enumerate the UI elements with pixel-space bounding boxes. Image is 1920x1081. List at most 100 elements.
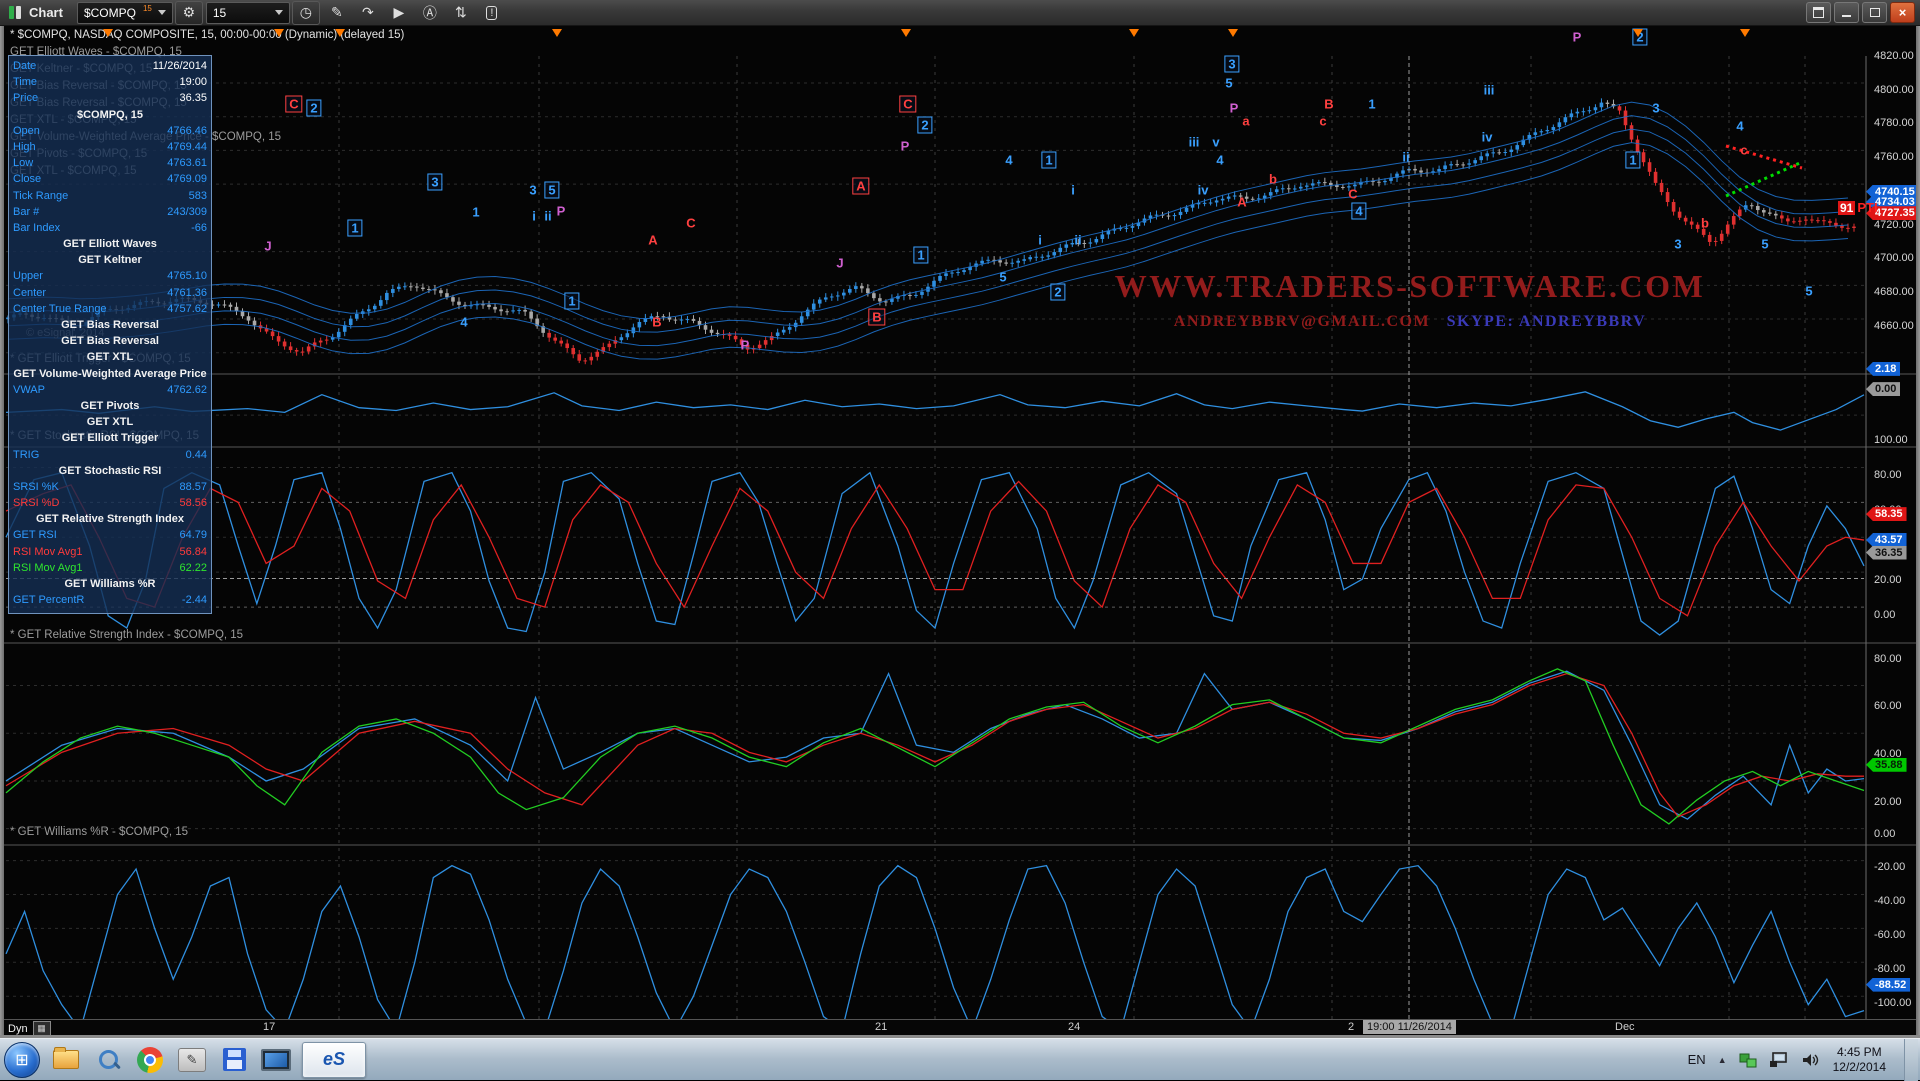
clock-time: 4:45 PM <box>1836 1044 1882 1059</box>
data-window-value: 11/26/2014 <box>152 60 207 72</box>
data-window-row: Low 4763.61 <box>13 155 207 171</box>
data-window-value: 4762.62 <box>167 383 207 396</box>
network-lan-icon[interactable] <box>1739 1052 1757 1068</box>
taskbar-clock[interactable]: 4:45 PM 12/2/2014 <box>1833 1045 1892 1075</box>
data-window-row: SRSI %D 58.56 <box>13 495 207 511</box>
elliott-wave-label: 5 <box>1761 236 1769 252</box>
chrome-icon <box>137 1046 163 1073</box>
search-icon <box>98 1050 118 1069</box>
taskbar-item-explorer[interactable] <box>46 1041 86 1079</box>
sort-arrows-icon[interactable]: ⇅ <box>455 4 467 20</box>
chart-canvas <box>0 56 1920 1045</box>
data-window-section: GET XTL <box>86 351 134 364</box>
axis-tick-label: 40.00 <box>1874 747 1902 760</box>
restore-button[interactable] <box>1862 2 1887 23</box>
elliott-wave-label: B <box>652 314 662 330</box>
sell-triangle-icon <box>1633 29 1643 37</box>
pti-value-badge: 91 <box>1838 200 1856 215</box>
settings-gear-icon[interactable]: ⚙ <box>174 0 203 25</box>
data-window-value: -66 <box>191 221 207 234</box>
app-logo-icon <box>9 6 21 19</box>
interval-value: 15 <box>212 5 227 20</box>
minimize-button[interactable] <box>1834 2 1859 23</box>
window-border-left <box>0 26 4 1038</box>
explorer-folder-icon <box>53 1047 79 1069</box>
data-window-label: RSI Mov Avg1 <box>13 545 83 558</box>
editor-icon: ✎ <box>178 1047 206 1072</box>
refresh-arrow-icon[interactable]: ↷ <box>362 4 374 20</box>
axis-tick-label: 4720.00 <box>1874 218 1914 231</box>
axis-value-badge: 4734.03 <box>1866 194 1919 209</box>
save-icon <box>222 1048 246 1071</box>
elliott-wave-label: b <box>1701 215 1709 231</box>
draw-pencil-icon[interactable]: ✎ <box>331 4 343 20</box>
symbol-combo[interactable]: $COMPQ 15 <box>76 1 173 24</box>
replay-play-icon[interactable]: ▶ <box>393 4 405 20</box>
data-window-section: $COMPQ, 15 <box>76 108 144 121</box>
data-window-section: GET Elliott Waves <box>63 238 157 251</box>
symbol-value: $COMPQ <box>83 5 136 20</box>
close-button[interactable]: × <box>1890 2 1915 23</box>
network-plug-icon[interactable] <box>1769 1051 1789 1068</box>
elliott-wave-label: C <box>1348 186 1358 202</box>
axis-value-badge: 36.35 <box>1866 545 1907 560</box>
taskbar-item-search[interactable] <box>88 1041 128 1079</box>
data-window-row: Center True Range 4757.62 <box>13 301 207 317</box>
data-window-label: Bar Index <box>13 221 61 234</box>
taskbar-item-media[interactable] <box>256 1041 296 1079</box>
data-window-value: -2.44 <box>181 594 207 607</box>
data-window-value: 243/309 <box>167 205 207 218</box>
grid-toggle-icon[interactable]: ▦ <box>32 1021 51 1036</box>
data-window-label: VWAP <box>13 383 45 396</box>
elliott-wave-label: iv <box>1197 182 1209 198</box>
axis-tick-label: -100.00 <box>1874 997 1912 1010</box>
taskbar-item-esignal[interactable]: eS <box>302 1041 366 1078</box>
hidden-icons-icon[interactable]: ▲ <box>1717 1054 1727 1065</box>
speaker-icon[interactable] <box>1801 1052 1821 1068</box>
axis-value-badge: 2.18 <box>1866 361 1901 376</box>
taskbar-item-save[interactable] <box>214 1041 254 1079</box>
elliott-wave-label: 3 <box>1674 236 1682 252</box>
auto-annotate-icon[interactable]: Ⓐ <box>422 4 437 21</box>
elliott-wave-label: b <box>1269 171 1277 187</box>
axis-value-badge: 35.88 <box>1866 757 1907 772</box>
sell-triangle-icon <box>274 29 284 37</box>
chevron-down-icon[interactable] <box>157 10 166 15</box>
data-window-row: Tick Range 583 <box>13 188 207 204</box>
window-titlebar: Chart $COMPQ 15 ⚙ 15 ◷ ✎ ↷ ▶ Ⓐ ⇅ ! × <box>0 0 1920 26</box>
dyn-control[interactable]: Dyn ▦ <box>8 1021 51 1036</box>
elliott-wave-label: 1 <box>564 292 580 310</box>
rollup-button[interactable] <box>1806 2 1831 23</box>
data-window-label: Center True Range <box>13 302 107 315</box>
chevron-down-icon[interactable] <box>274 10 283 15</box>
taskbar-item-chrome[interactable] <box>130 1041 170 1079</box>
sell-triangle-icon <box>103 29 113 37</box>
elliott-wave-label: 3 <box>529 182 537 198</box>
elliott-wave-label: 5 <box>999 269 1007 285</box>
elliott-wave-label: 3 <box>1652 100 1660 116</box>
data-window-value: 4766.46 <box>167 124 207 137</box>
data-window-value: 4765.10 <box>167 270 207 283</box>
taskbar: ⊞ ✎ eS EN ▲ 4:45 PM 12/2/2014 <box>0 1038 1920 1081</box>
axis-tick-label: 4700.00 <box>1874 252 1914 265</box>
panel-title: * GET Relative Strength Index - $COMPQ, … <box>10 629 244 641</box>
sell-triangle-icon <box>1129 29 1139 37</box>
start-button[interactable]: ⊞ <box>4 1041 40 1078</box>
show-desktop-button[interactable] <box>1904 1038 1918 1081</box>
data-window-label: Close <box>13 173 42 186</box>
data-window-value: 4757.62 <box>167 302 207 315</box>
alert-bubble-icon[interactable]: ! <box>478 1 506 25</box>
symbol-interval-sup: 15 <box>142 4 152 13</box>
interval-clock-icon[interactable]: ◷ <box>291 0 320 25</box>
taskbar-item-editor[interactable]: ✎ <box>172 1041 212 1079</box>
language-indicator[interactable]: EN <box>1687 1052 1706 1067</box>
data-window-label: SRSI %K <box>13 480 59 493</box>
interval-combo[interactable]: 15 <box>205 1 290 24</box>
sell-triangle-icon <box>552 29 562 37</box>
elliott-wave-label: i <box>1038 232 1042 248</box>
data-window-value: 36.35 <box>179 92 207 105</box>
data-window[interactable]: Date 11/26/2014 Time 19:00 Price 36.35 $COMPQ,… <box>8 55 212 614</box>
elliott-wave-label: A <box>852 177 870 195</box>
chart-plot-area[interactable] <box>0 26 1920 1045</box>
elliott-wave-label: i <box>532 208 536 224</box>
